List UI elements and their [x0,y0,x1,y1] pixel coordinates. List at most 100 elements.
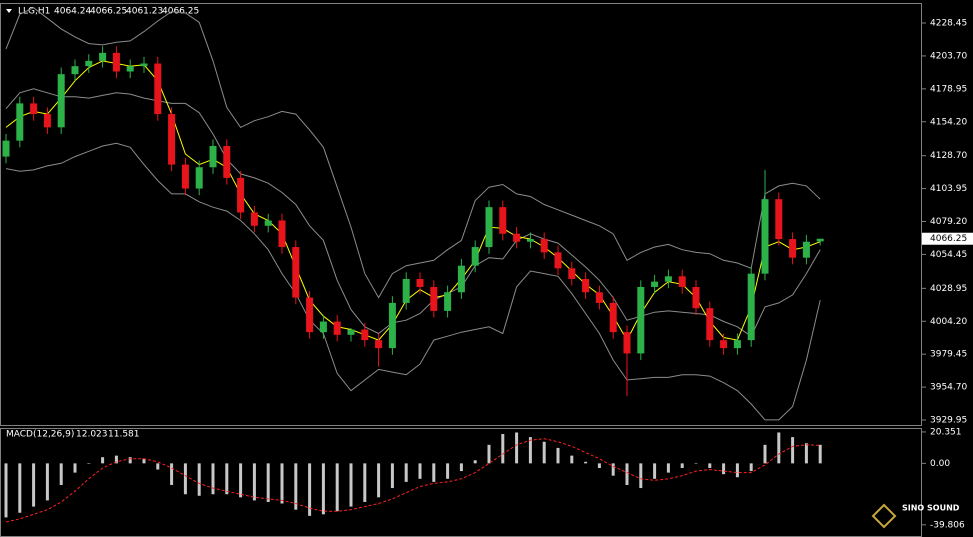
macd-bar [128,457,132,464]
candle-body [775,199,783,240]
price-tag [922,232,973,245]
y-tick-label: 4128.70 [930,151,967,161]
macd-bar [804,443,808,464]
y-tick-label: 4228.45 [930,19,967,29]
y-tick-label: 4028.95 [930,284,967,294]
candle-body [444,292,452,311]
candle-body [664,276,672,282]
candle-body [568,268,576,279]
macd-bar [446,463,450,479]
macd-bar [142,458,146,464]
candle-body [278,220,286,248]
candle-body [692,286,700,309]
candle-body [43,114,51,128]
candle-body [499,207,507,234]
macd-bar [708,463,712,468]
candle-body [71,66,79,75]
symbol-title: LLG,H1 [18,7,50,17]
macd-bar [515,432,519,464]
macd-bar [694,463,698,464]
macd-bar [335,463,339,512]
macd-bar [183,463,187,495]
price-tag-label: 4066.25 [930,234,967,244]
macd-bar [4,463,8,518]
candle-body [471,247,479,266]
y-tick-label: 3929.95 [930,416,967,426]
logo-mark [871,503,897,529]
macd-bar [487,444,491,464]
y-tick-label: 3979.45 [930,350,967,360]
menu-arrow[interactable] [6,9,12,13]
macd-bar [611,463,615,476]
candle-body [609,302,617,333]
candle-body [402,278,410,303]
macd-bar [73,463,77,473]
candle-body [637,286,645,354]
candle-body [554,252,562,269]
candle-body [99,52,107,61]
candle-body [223,145,231,178]
macd-bar [818,444,822,464]
macd-bar [170,463,174,485]
macd-bar [528,437,532,464]
candle-body [761,199,769,274]
candle-body [595,292,603,303]
macd-bar [59,463,63,485]
bar-low: 4061.23 [126,7,163,17]
candle-body [375,340,383,349]
candle-body [30,103,38,115]
candle-body [264,220,272,226]
macd-bar [680,463,684,468]
candle-body [361,329,369,341]
bar-high: 4066.25 [90,7,127,17]
candle-body [85,60,93,67]
candle-body [485,207,493,248]
candle-body [140,63,148,67]
macd-bar [266,463,270,502]
y-tick-label: 4103.95 [930,184,967,194]
y-tick-label: 4203.70 [930,51,967,61]
macd-bar [87,463,91,464]
candle-body [526,239,534,242]
candle-body [457,265,465,293]
candle-body [16,103,24,141]
candle-body [720,340,728,349]
candle-body [706,308,714,341]
macd-bar [763,444,767,464]
macd-bar [597,463,601,468]
macd-bar [584,461,588,464]
macd-bar [666,463,670,473]
bar-open: 4064.24 [54,7,91,17]
candle-body [2,140,10,157]
candle-body [126,66,134,72]
macd-bar [459,463,463,472]
y-tick-label: -39.806 [930,520,965,530]
candle-body [540,239,548,253]
y-tick-label: 20.351 [930,427,962,437]
macd-pane [0,428,922,537]
candle-body [416,278,424,287]
candle-body [250,212,258,226]
y-tick-label: 4079.20 [930,217,967,227]
y-tick-label: 4004.20 [930,317,967,327]
macd-bar [114,455,118,464]
bar-close: 4066.25 [162,7,199,17]
candle-body [57,74,65,128]
indicator-line [5,88,821,337]
macd-bar [252,463,256,501]
macd-bar [653,463,657,479]
candle-body [802,241,810,258]
macd-bar [777,432,781,464]
candle-body [582,278,590,293]
macd-bar [363,463,367,502]
candle-body [333,321,341,335]
macd-bar [404,463,408,482]
y-tick-label: 3954.70 [930,383,967,393]
candle-body [388,302,396,349]
macd-bar [570,455,574,464]
macd-bar [501,434,505,464]
macd-bar [542,441,546,464]
y-tick-label: 0.00 [930,459,950,469]
macd-bar [294,463,298,510]
